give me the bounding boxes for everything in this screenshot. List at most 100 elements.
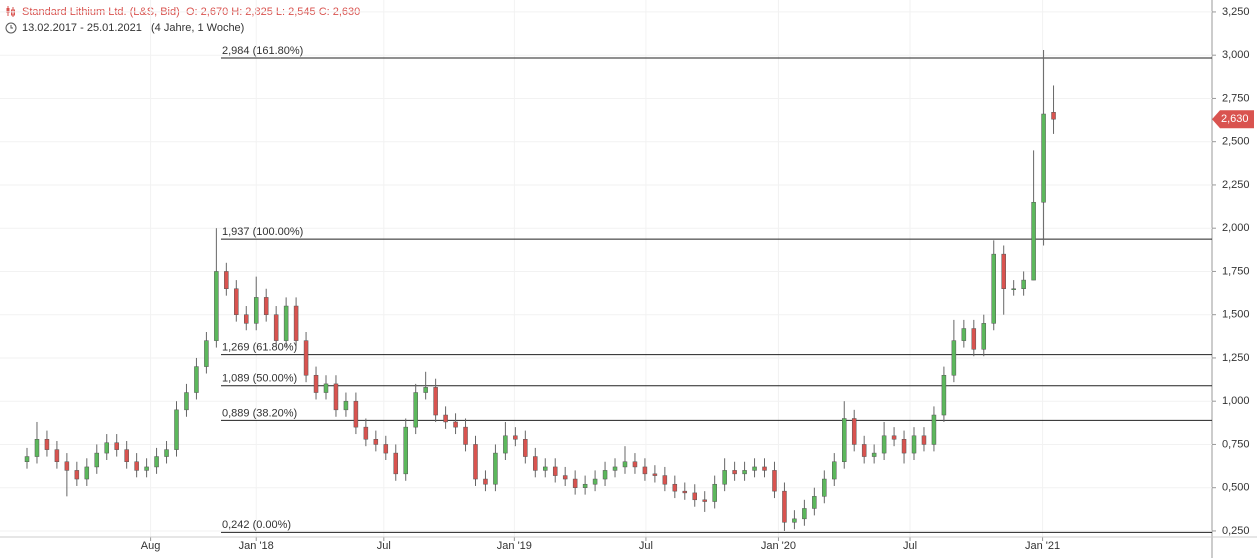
- candle-body: [114, 442, 119, 450]
- candle-body: [881, 435, 887, 454]
- candle-body: [941, 374, 947, 416]
- candle-body: [1041, 113, 1046, 203]
- candle-body: [841, 418, 847, 462]
- y-tick-label: 0,750: [1222, 438, 1250, 450]
- y-tick-label: 2,500: [1222, 136, 1250, 148]
- candle-body: [632, 461, 638, 468]
- candle-body: [931, 414, 937, 445]
- y-tick-label: 2,000: [1222, 222, 1250, 234]
- candle-body: [832, 461, 837, 480]
- candle-body: [154, 456, 159, 468]
- candle-body: [234, 288, 239, 315]
- candle-body: [772, 470, 777, 492]
- x-tick-label: Jul: [903, 540, 917, 552]
- candle-body: [602, 470, 608, 480]
- candle-body: [224, 271, 229, 289]
- candle-body: [612, 466, 618, 471]
- candle-body: [802, 508, 807, 520]
- candle-body: [164, 449, 169, 457]
- candle-body: [752, 466, 757, 471]
- y-tick-label: 1,500: [1222, 309, 1250, 321]
- candle-body: [712, 483, 717, 502]
- candle-body: [981, 323, 987, 350]
- y-tick-label: 3,000: [1222, 49, 1250, 61]
- fib-label: 1,937 (100.00%): [222, 226, 303, 238]
- candle-body: [951, 340, 957, 376]
- y-tick-label: 2,250: [1222, 179, 1250, 191]
- candle-body: [513, 435, 518, 440]
- candle-body: [34, 439, 40, 457]
- period: (4 Jahre, 1 Woche): [151, 22, 244, 34]
- candle-body: [901, 439, 907, 454]
- candle-body: [273, 314, 279, 341]
- x-tick-label: Jul: [377, 540, 391, 552]
- candle-body: [343, 400, 349, 411]
- last-price-label: 2,630: [1221, 113, 1249, 125]
- candle-body: [463, 426, 468, 445]
- grid: [0, 0, 1212, 537]
- candle-body: [592, 478, 598, 485]
- x-tick-label: Jan '20: [761, 540, 796, 552]
- candle-body: [54, 449, 60, 462]
- clock-hands: [10, 25, 13, 29]
- y-tick-label: 1,250: [1222, 352, 1250, 364]
- candle-body: [493, 452, 498, 485]
- candle-body: [403, 426, 408, 475]
- candle-body: [742, 470, 747, 475]
- x-tick-label: Jan '18: [239, 540, 274, 552]
- x-tick-label: Jan '21: [1025, 540, 1060, 552]
- candle-body: [562, 475, 568, 480]
- y-tick-label: 1,750: [1222, 265, 1250, 277]
- candle-body: [672, 483, 678, 492]
- candle-body: [622, 461, 628, 468]
- candle-body: [64, 461, 70, 471]
- candle-body: [373, 439, 379, 445]
- candle-body: [642, 466, 648, 475]
- candle-body: [134, 461, 139, 471]
- candle-body: [263, 297, 269, 315]
- header: Standard Lithium Ltd. (L&S, Bid) O: 2,67…: [5, 6, 360, 34]
- candle-body: [323, 383, 329, 393]
- fib-label: 0,242 (0.00%): [222, 519, 291, 531]
- candle-body: [443, 414, 448, 423]
- candle-body: [921, 435, 927, 445]
- candle-body: [851, 418, 857, 445]
- candle-body: [812, 496, 817, 509]
- candle-body: [533, 456, 538, 471]
- candle-body: [543, 466, 548, 471]
- candle-body: [792, 518, 797, 523]
- candle-body: [762, 466, 767, 471]
- candle-body: [303, 340, 309, 376]
- candle-body: [1031, 201, 1036, 281]
- candle-body: [144, 466, 149, 471]
- candle-body: [74, 470, 80, 480]
- candle-body: [1021, 279, 1026, 289]
- candle-body: [383, 444, 389, 454]
- candle-body: [692, 492, 697, 501]
- fib-label: 2,984 (161.80%): [222, 45, 303, 57]
- candle-body: [313, 374, 319, 393]
- y-tick-label: 0,500: [1222, 482, 1250, 494]
- candle-body: [194, 366, 199, 393]
- candle-body: [991, 253, 996, 324]
- candle-body: [891, 435, 897, 440]
- candle-body: [363, 426, 369, 440]
- candle-body: [971, 328, 977, 350]
- y-tick-label: 3,250: [1222, 6, 1250, 18]
- candle-body: [423, 387, 428, 393]
- candle-body: [473, 444, 478, 480]
- candle-body: [433, 387, 438, 416]
- candle-body: [393, 452, 399, 475]
- candle-body: [662, 475, 668, 485]
- candle-body: [293, 305, 299, 341]
- candle-body: [732, 470, 737, 475]
- candle-body: [782, 490, 787, 523]
- candle-body: [184, 392, 189, 411]
- candle-body: [204, 340, 209, 367]
- candle-body: [483, 478, 488, 485]
- fib-label: 1,269 (61.80%): [222, 342, 297, 354]
- candle-body: [84, 466, 90, 480]
- y-tick-label: 0,250: [1222, 525, 1250, 537]
- candle-body: [24, 456, 30, 462]
